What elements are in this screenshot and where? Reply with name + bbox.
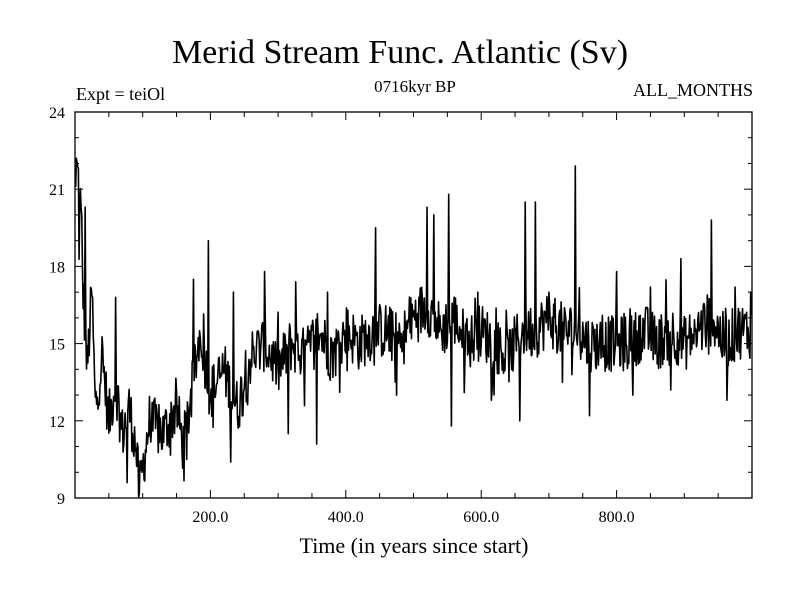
chart-title: Merid Stream Func. Atlantic (Sv) [171, 34, 629, 71]
x-axis-label: Time (in years since start) [299, 533, 529, 558]
x-tick-label: 600.0 [463, 509, 499, 526]
experiment-label: Expt = teiOl [76, 84, 166, 104]
y-tick-label: 24 [49, 105, 65, 122]
y-tick-label: 9 [57, 491, 65, 508]
y-tick-label: 21 [49, 182, 65, 199]
y-tick-label: 18 [49, 259, 65, 276]
y-tick-label: 12 [49, 414, 65, 431]
chart-subtitle: 0716kyr BP [374, 77, 456, 96]
y-tick-label: 15 [49, 337, 65, 354]
x-tick-label: 400.0 [328, 509, 364, 526]
x-tick-label: 800.0 [599, 509, 635, 526]
series-line [74, 157, 753, 499]
months-label: ALL_MONTHS [633, 80, 753, 100]
x-tick-label: 200.0 [192, 509, 228, 526]
